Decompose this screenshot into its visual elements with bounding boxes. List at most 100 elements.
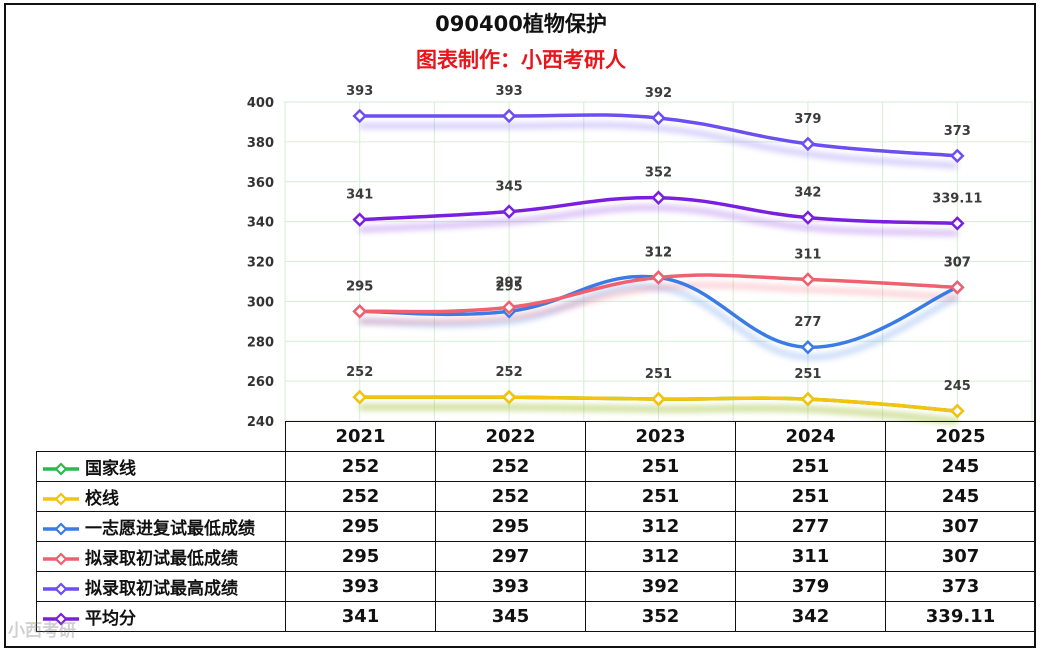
data-point-marker bbox=[800, 272, 816, 287]
y-tick-label: 280 bbox=[247, 335, 274, 350]
data-label: 341 bbox=[346, 188, 373, 203]
series-shadow bbox=[359, 121, 958, 169]
y-tick-label: 320 bbox=[247, 256, 274, 271]
series-shadow bbox=[359, 282, 958, 325]
table-cell: 245 bbox=[885, 451, 1036, 482]
table-cell: 295 bbox=[285, 511, 436, 542]
legend-key-icon bbox=[43, 462, 79, 476]
table-cell: 251 bbox=[585, 481, 736, 512]
legend-label: 一志愿进复试最低成绩 bbox=[85, 519, 255, 539]
line-shadows bbox=[359, 121, 959, 425]
data-point-marker bbox=[501, 204, 517, 219]
y-tick-label: 260 bbox=[247, 375, 274, 390]
table-cell: 307 bbox=[885, 541, 1036, 572]
table-cell: 295 bbox=[435, 511, 586, 542]
data-label: 295 bbox=[346, 279, 373, 294]
table-cell: 379 bbox=[735, 571, 886, 602]
data-point-marker bbox=[651, 190, 666, 205]
x-category-label: 2023 bbox=[585, 421, 736, 452]
y-tick-label: 340 bbox=[247, 216, 274, 231]
data-point-marker bbox=[950, 216, 965, 231]
data-point-marker bbox=[352, 389, 367, 405]
table-cell: 312 bbox=[585, 541, 736, 572]
data-label: 393 bbox=[496, 84, 523, 99]
table-corner bbox=[36, 421, 286, 452]
data-label: 312 bbox=[645, 245, 672, 260]
data-point-marker bbox=[651, 110, 666, 126]
data-label: 342 bbox=[794, 186, 821, 201]
data-point-marker bbox=[800, 210, 816, 225]
table-cell: 373 bbox=[885, 571, 1036, 602]
table-cell: 341 bbox=[285, 601, 436, 632]
x-category-label: 2021 bbox=[285, 421, 436, 452]
data-label: 277 bbox=[794, 315, 821, 330]
series-lines bbox=[352, 108, 965, 419]
y-tick-label: 300 bbox=[247, 295, 274, 310]
legend-key-icon bbox=[43, 612, 79, 626]
x-category-label: 2025 bbox=[885, 421, 1036, 452]
table-cell: 392 bbox=[585, 571, 736, 602]
data-point-marker bbox=[800, 339, 816, 355]
legend-key-icon bbox=[43, 582, 79, 596]
data-table: 2021 2022 2023 2024 2025 国家线 252 252 251 251 245 校线… bbox=[36, 421, 1036, 632]
legend-entry: 平均分 bbox=[36, 601, 286, 632]
legend-label: 国家线 bbox=[85, 459, 136, 479]
table-cell: 251 bbox=[735, 451, 886, 482]
data-label: 307 bbox=[944, 255, 971, 270]
table-cell: 345 bbox=[435, 601, 586, 632]
data-label: 295 bbox=[496, 279, 523, 294]
data-point-marker bbox=[352, 108, 367, 124]
legend-key-icon bbox=[43, 522, 79, 536]
data-label: 251 bbox=[794, 367, 821, 382]
table-cell: 342 bbox=[735, 601, 886, 632]
legend-label: 平均分 bbox=[85, 609, 136, 629]
y-tick-label: 400 bbox=[247, 96, 274, 111]
table-row: 校线 252 252 251 251 245 bbox=[36, 481, 1036, 512]
data-label: 311 bbox=[794, 247, 821, 262]
data-label: 352 bbox=[645, 166, 672, 181]
table-cell: 339.11 bbox=[885, 601, 1036, 632]
table-cell: 297 bbox=[435, 541, 586, 572]
legend-label: 校线 bbox=[85, 489, 119, 509]
x-category-label: 2022 bbox=[435, 421, 586, 452]
data-point-marker bbox=[651, 391, 666, 407]
series-shadow bbox=[359, 204, 958, 237]
data-label: 297 bbox=[496, 275, 523, 290]
data-point-marker bbox=[501, 389, 517, 405]
table-cell: 251 bbox=[735, 481, 886, 512]
legend-key-icon bbox=[43, 492, 79, 506]
legend-label: 拟录取初试最低成绩 bbox=[85, 549, 238, 569]
data-point-marker bbox=[501, 108, 517, 124]
table-row: 一志愿进复试最低成绩 295 295 312 277 307 bbox=[36, 511, 1036, 542]
data-label: 392 bbox=[645, 86, 672, 101]
data-label: 339.11 bbox=[932, 191, 982, 206]
table-cell: 252 bbox=[285, 481, 436, 512]
data-point-marker bbox=[800, 136, 816, 152]
y-tick-label: 380 bbox=[247, 136, 274, 151]
table-cell: 252 bbox=[435, 481, 586, 512]
data-point-marker bbox=[950, 280, 965, 295]
data-label: 379 bbox=[794, 112, 821, 127]
table-cell: 311 bbox=[735, 541, 886, 572]
data-point-marker bbox=[950, 148, 965, 164]
data-point-marker bbox=[800, 391, 816, 407]
data-label: 251 bbox=[645, 367, 672, 382]
legend-entry: 国家线 bbox=[36, 451, 286, 482]
data-point-marker bbox=[352, 304, 367, 319]
table-cell: 393 bbox=[285, 571, 436, 602]
table-cell: 252 bbox=[435, 451, 586, 482]
data-point-marker bbox=[352, 212, 367, 227]
chart-title: 090400植物保护 bbox=[435, 12, 607, 36]
data-point-marker bbox=[950, 403, 965, 419]
legend-entry: 一志愿进复试最低成绩 bbox=[36, 511, 286, 542]
table-row: 平均分 341 345 352 342 339.11 bbox=[36, 601, 1036, 632]
table-row: 拟录取初试最低成绩 295 297 312 311 307 bbox=[36, 541, 1036, 572]
x-category-label: 2024 bbox=[735, 421, 886, 452]
table-row: 拟录取初试最高成绩 393 393 392 379 373 bbox=[36, 571, 1036, 602]
legend-key-icon bbox=[43, 552, 79, 566]
table-cell: 307 bbox=[885, 511, 1036, 542]
data-label: 312 bbox=[645, 245, 672, 260]
watermark: 小西考研 bbox=[8, 621, 76, 641]
